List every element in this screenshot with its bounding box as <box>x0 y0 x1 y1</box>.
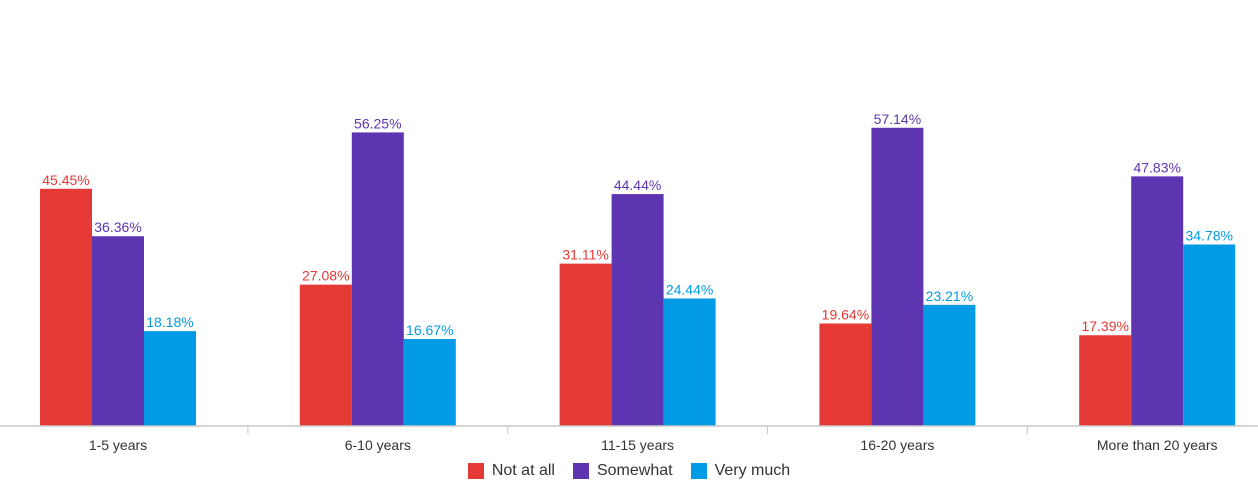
legend-item-not-at-all[interactable]: Not at all <box>467 462 555 480</box>
value-label-1-5-years-very-much: 18.18% <box>146 314 193 330</box>
bar-6-10-years-somewhat[interactable] <box>351 132 404 426</box>
x-tick-label-11-15-years: 11-15 years <box>601 437 674 453</box>
bar-6-10-years-very-much[interactable] <box>403 338 456 426</box>
legend: Not at all Somewhat Very much <box>0 462 1258 480</box>
value-label-more-than-20-years-not-at-all: 17.39% <box>1081 318 1128 334</box>
legend-label: Very much <box>714 462 791 479</box>
legend-label: Somewhat <box>596 462 673 479</box>
value-label-16-20-years-not-at-all: 19.64% <box>822 306 869 322</box>
legend-label: Not at all <box>491 462 555 479</box>
x-tick-label-more-than-20-years: More than 20 years <box>1097 437 1218 453</box>
value-label-11-15-years-very-much: 24.44% <box>666 281 713 297</box>
legend-swatch <box>690 463 707 479</box>
bar-16-20-years-very-much[interactable] <box>923 304 976 426</box>
bar-11-15-years-very-much[interactable] <box>663 298 716 426</box>
legend-swatch <box>572 463 589 479</box>
legend-item-somewhat[interactable]: Somewhat <box>572 462 673 480</box>
x-tick-label-16-20-years: 16-20 years <box>860 437 934 453</box>
x-axis <box>0 425 1258 434</box>
x-tick-label-6-10-years: 6-10 years <box>345 437 411 453</box>
bar-16-20-years-not-at-all[interactable] <box>819 323 872 426</box>
value-label-16-20-years-somewhat: 57.14% <box>874 111 921 127</box>
value-label-6-10-years-not-at-all: 27.08% <box>302 268 349 284</box>
value-label-1-5-years-not-at-all: 45.45% <box>42 172 89 188</box>
value-label-6-10-years-somewhat: 56.25% <box>354 115 401 131</box>
value-label-16-20-years-very-much: 23.21% <box>926 288 973 304</box>
bar-more-than-20-years-somewhat[interactable] <box>1131 176 1184 426</box>
bar-1-5-years-somewhat[interactable] <box>92 236 144 426</box>
bars-layer <box>40 127 1236 427</box>
x-tick-labels: 1-5 years 6-10 years 11-15 years 16-20 year… <box>89 437 1218 453</box>
legend-item-very-much[interactable]: Very much <box>690 462 791 480</box>
bar-1-5-years-not-at-all[interactable] <box>40 188 92 426</box>
bar-11-15-years-not-at-all[interactable] <box>559 263 612 426</box>
bar-6-10-years-not-at-all[interactable] <box>299 284 352 426</box>
value-label-11-15-years-not-at-all: 31.11% <box>562 247 608 263</box>
bar-11-15-years-somewhat[interactable] <box>611 194 664 426</box>
value-label-6-10-years-very-much: 16.67% <box>406 322 453 338</box>
bar-more-than-20-years-very-much[interactable] <box>1183 244 1236 426</box>
value-label-more-than-20-years-somewhat: 47.83% <box>1133 159 1180 175</box>
x-tick-label-1-5-years: 1-5 years <box>89 437 147 453</box>
legend-swatch <box>467 463 484 479</box>
value-label-more-than-20-years-very-much: 34.78% <box>1185 227 1232 243</box>
bar-more-than-20-years-not-at-all[interactable] <box>1079 335 1132 426</box>
value-label-11-15-years-somewhat: 44.44% <box>614 177 661 193</box>
value-labels-layer: 45.45% 36.36% 18.18% 27.08% 56.25% 16.67% 31.1… <box>42 111 1233 338</box>
bar-1-5-years-very-much[interactable] <box>144 331 196 426</box>
value-label-1-5-years-somewhat: 36.36% <box>94 219 141 235</box>
bar-16-20-years-somewhat[interactable] <box>871 127 924 427</box>
